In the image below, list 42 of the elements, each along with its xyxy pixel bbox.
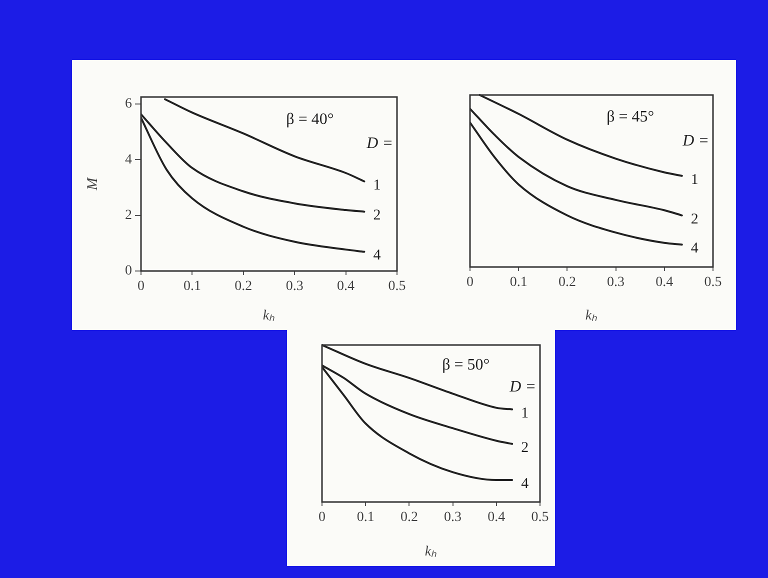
x-tick-label: 0.2 [400, 510, 418, 526]
y-axis-title: M [84, 176, 101, 192]
x-tick-label: 0 [466, 275, 474, 290]
series-label: 2 [373, 208, 381, 224]
series-label: 1 [690, 172, 698, 188]
x-tick-label: 0.4 [488, 510, 506, 526]
series-label: 2 [690, 211, 698, 228]
annotation: D = [366, 135, 393, 152]
series-label: 4 [521, 476, 530, 492]
x-axis-title: kₕ [424, 544, 438, 560]
y-tick-label: 4 [125, 152, 132, 168]
y-tick-label: 6 [125, 96, 132, 112]
annotation: β = 50° [442, 356, 490, 374]
x-tick-label: 0 [138, 279, 144, 294]
x-tick-label: 0.1 [183, 279, 201, 294]
series-label: 2 [521, 440, 529, 456]
series-label: 1 [373, 177, 381, 194]
series-label: 1 [521, 405, 529, 422]
x-tick-label: 0.3 [607, 275, 625, 290]
x-tick-label: 0.4 [656, 275, 674, 290]
y-tick-label: 2 [125, 208, 132, 223]
x-tick-label: 0.5 [704, 275, 722, 290]
x-axis-title: kₕ [262, 308, 276, 324]
x-tick-label: 0.1 [510, 275, 528, 290]
annotation: β = 40° [286, 110, 334, 128]
annotation: β = 45° [606, 108, 654, 126]
x-tick-label: 0.3 [444, 510, 462, 526]
series-label: 4 [373, 248, 382, 264]
annotation: D = [682, 132, 709, 150]
x-axis-title: kₕ [585, 308, 598, 324]
x-tick-label: 0.4 [337, 279, 355, 294]
x-tick-label: 0.3 [286, 279, 304, 294]
x-tick-label: 0.2 [234, 279, 252, 294]
annotation: D = [508, 378, 536, 396]
series-label: 4 [690, 240, 699, 257]
x-tick-label: 0 [318, 510, 326, 526]
line-series [164, 98, 366, 182]
x-tick-label: 0.2 [558, 275, 576, 290]
x-tick-label: 0.5 [388, 279, 406, 294]
x-tick-label: 0.1 [356, 510, 374, 526]
y-tick-label: 0 [125, 264, 132, 279]
x-tick-label: 0.5 [531, 510, 549, 526]
